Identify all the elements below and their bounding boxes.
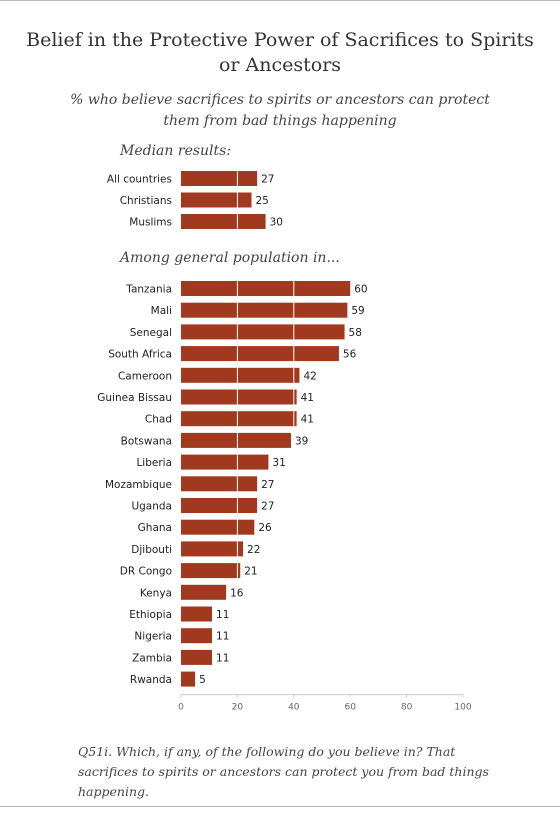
bar-ethiopia <box>181 606 213 622</box>
bar-botswana <box>181 432 291 448</box>
category-label-tanzania: Tanzania <box>125 284 172 296</box>
category-label-ghana: Ghana <box>138 522 172 534</box>
value-label-all-countries: 27 <box>261 174 274 186</box>
category-label-nigeria: Nigeria <box>134 631 172 643</box>
x-tick-label-100: 100 <box>454 703 471 713</box>
bar-chad <box>181 411 297 427</box>
value-label-christians: 25 <box>256 195 269 207</box>
bar-zambia <box>181 649 213 665</box>
population-section-label: Among general population in... <box>120 250 340 266</box>
chart-subtitle: % who believe sacrifices to spirits or a… <box>70 92 490 129</box>
value-label-tanzania: 60 <box>354 284 367 296</box>
bar-all-countries <box>181 171 258 186</box>
category-label-djibouti: Djibouti <box>131 544 172 556</box>
value-label-guinea-bissau: 41 <box>301 392 314 404</box>
bar-liberia <box>181 454 269 470</box>
bar-djibouti <box>181 541 244 557</box>
top-border <box>0 0 560 1</box>
category-label-south-africa: South Africa <box>108 349 172 361</box>
category-label-botswana: Botswana <box>121 435 172 447</box>
category-label-zambia: Zambia <box>132 652 172 664</box>
value-label-kenya: 16 <box>230 587 244 599</box>
value-label-uganda: 27 <box>261 501 274 513</box>
bar-senegal <box>181 324 345 340</box>
category-label-all-countries: All countries <box>107 174 172 186</box>
x-tick-label-0: 0 <box>178 703 184 713</box>
bar-kenya <box>181 584 227 600</box>
category-label-rwanda: Rwanda <box>130 674 172 686</box>
median-section-label: Median results: <box>120 143 232 159</box>
category-label-chad: Chad <box>145 414 172 426</box>
value-label-rwanda: 5 <box>199 674 206 686</box>
category-label-ethiopia: Ethiopia <box>129 609 172 621</box>
category-label-uganda: Uganda <box>131 501 172 513</box>
value-label-dr-congo: 21 <box>244 566 257 578</box>
bar-south-africa <box>181 346 339 362</box>
bar-chart: All countries 27 Christians 25 Muslims 30 Tanz… <box>97 171 472 713</box>
category-label-guinea-bissau: Guinea Bissau <box>97 392 172 404</box>
value-label-muslims: 30 <box>270 217 283 229</box>
x-tick-label-60: 60 <box>344 703 356 713</box>
value-label-ethiopia: 11 <box>216 609 229 621</box>
bar-muslims <box>181 214 266 229</box>
value-label-ghana: 26 <box>258 522 272 534</box>
category-label-senegal: Senegal <box>130 327 172 339</box>
bar-cameroon <box>181 367 300 383</box>
category-label-liberia: Liberia <box>136 457 172 469</box>
value-label-cameroon: 42 <box>303 370 316 382</box>
bar-dr-congo <box>181 563 241 579</box>
bar-mozambique <box>181 476 258 492</box>
value-label-south-africa: 56 <box>343 349 357 361</box>
value-label-chad: 41 <box>301 414 314 426</box>
bar-rwanda <box>181 671 196 687</box>
x-tick-label-80: 80 <box>401 703 413 713</box>
value-label-nigeria: 11 <box>216 631 229 643</box>
value-label-mozambique: 27 <box>261 479 274 491</box>
category-label-muslims: Muslims <box>129 217 172 229</box>
bar-ghana <box>181 519 255 535</box>
value-label-zambia: 11 <box>216 652 229 664</box>
bar-mali <box>181 302 348 318</box>
value-label-liberia: 31 <box>272 457 285 469</box>
category-label-mali: Mali <box>151 305 172 317</box>
question-footnote: Q51i. Which, if any, of the following do… <box>78 744 489 799</box>
bar-nigeria <box>181 628 213 644</box>
x-tick-label-20: 20 <box>232 703 244 713</box>
bar-christians <box>181 192 252 208</box>
value-label-botswana: 39 <box>295 435 308 447</box>
value-label-mali: 59 <box>351 305 364 317</box>
category-label-mozambique: Mozambique <box>105 479 172 491</box>
bar-uganda <box>181 498 258 513</box>
value-label-senegal: 58 <box>349 327 362 339</box>
category-label-dr-congo: DR Congo <box>120 566 172 578</box>
bar-guinea-bissau <box>181 389 297 405</box>
category-label-cameroon: Cameroon <box>118 370 172 382</box>
category-label-christians: Christians <box>120 195 172 207</box>
chart-title: Belief in the Protective Power of Sacrif… <box>26 29 534 76</box>
x-tick-label-40: 40 <box>288 703 300 713</box>
bottom-border <box>0 806 560 807</box>
bar-tanzania <box>181 281 351 296</box>
category-label-kenya: Kenya <box>140 587 172 599</box>
value-label-djibouti: 22 <box>247 544 260 556</box>
